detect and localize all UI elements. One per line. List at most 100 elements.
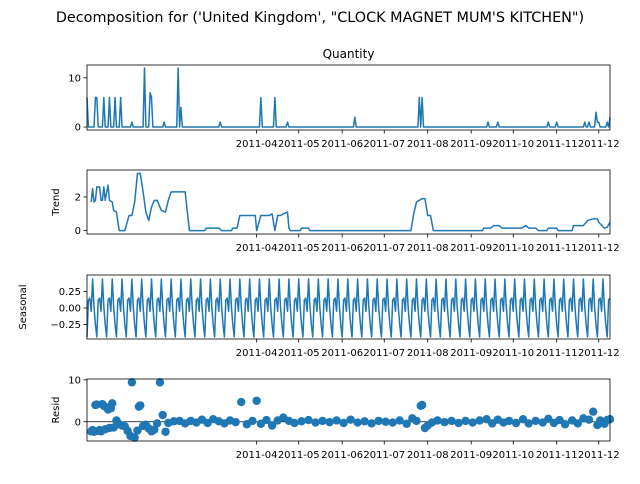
observed-panel-title: Quantity xyxy=(323,47,375,61)
resid-point xyxy=(304,415,313,425)
seasonal-x-tick-label: 2011-08 xyxy=(407,348,449,359)
trend-y-tick-label: 2 xyxy=(75,193,81,204)
trend-axes-frame xyxy=(86,169,611,235)
resid-point xyxy=(461,416,470,426)
resid-point xyxy=(511,418,521,428)
resid-point xyxy=(332,416,341,425)
trend-x-tick-label: 2011-08 xyxy=(407,243,449,254)
resid-x-tick-label: 2011-06 xyxy=(321,450,363,461)
trend-y-axis-label: Trend xyxy=(51,188,62,216)
resid-point xyxy=(468,418,477,427)
resid-point xyxy=(402,419,411,429)
observed-axes-frame xyxy=(86,64,611,131)
resid-point xyxy=(318,416,327,426)
seasonal-x-tick-label: 2011-05 xyxy=(278,348,320,359)
observed-series-line xyxy=(86,67,611,128)
resid-axes-frame xyxy=(86,378,611,442)
resid-point xyxy=(367,419,376,428)
seasonal-x-tick-label: 2011-11 xyxy=(536,348,578,359)
observed-x-tick-label: 2011-12 xyxy=(578,139,620,150)
resid-x-tick-label: 2011-05 xyxy=(278,450,320,461)
resid-point xyxy=(339,418,348,428)
resid-point xyxy=(155,378,165,387)
resid-point xyxy=(290,418,299,428)
resid-point xyxy=(237,397,246,407)
resid-point xyxy=(248,416,257,426)
resid-point xyxy=(136,401,145,410)
resid-point xyxy=(560,420,570,429)
observed-x-tick-label: 2011-05 xyxy=(278,139,320,150)
seasonal-x-tick-label: 2011-07 xyxy=(363,348,405,359)
resid-point xyxy=(346,415,355,424)
resid-point xyxy=(150,425,159,434)
trend-x-tick-label: 2011-12 xyxy=(578,243,620,254)
seasonal-axes-frame xyxy=(86,274,611,340)
seasonal-series-line xyxy=(86,278,611,338)
resid-x-tick-label: 2011-09 xyxy=(450,450,492,461)
resid-point xyxy=(584,415,594,424)
trend-x-tick-label: 2011-06 xyxy=(321,243,363,254)
observed-y-tick-label: 10 xyxy=(68,73,81,84)
resid-point xyxy=(381,417,390,426)
resid-point xyxy=(158,410,167,420)
resid-x-tick-label: 2011-11 xyxy=(536,450,578,461)
trend-x-tick-label: 2011-09 xyxy=(450,243,492,254)
resid-point xyxy=(504,416,514,426)
resid-x-tick-label: 2011-07 xyxy=(363,450,405,461)
trend-x-tick-label: 2011-11 xyxy=(536,243,578,254)
seasonal-y-axis-label: Seasonal xyxy=(18,284,29,329)
resid-point xyxy=(297,417,306,426)
trend-series-line xyxy=(90,172,611,232)
resid-point xyxy=(262,415,271,425)
resid-point xyxy=(417,400,427,410)
resid-point xyxy=(311,418,320,427)
observed-x-tick-label: 2011-11 xyxy=(536,139,578,150)
observed-x-tick-label: 2011-06 xyxy=(321,139,363,150)
resid-point xyxy=(440,417,449,427)
resid-y-tick-label: 10 xyxy=(68,375,81,386)
resid-point xyxy=(152,419,162,428)
seasonal-y-tick-label: −0.25 xyxy=(50,320,81,331)
resid-point xyxy=(325,417,334,427)
resid-point xyxy=(127,378,137,387)
trend-x-tick-label: 2011-05 xyxy=(278,243,320,254)
resid-point xyxy=(252,396,261,405)
resid-point xyxy=(588,407,598,416)
resid-point xyxy=(447,416,456,426)
seasonal-x-tick-label: 2011-10 xyxy=(492,348,534,359)
chart-title: Decomposition for ('United Kingdom', "CL… xyxy=(56,10,584,26)
resid-x-tick-label: 2011-04 xyxy=(236,450,278,461)
seasonal-y-tick-label: 0.00 xyxy=(59,304,81,315)
trend-y-tick-label: 0 xyxy=(75,226,81,237)
seasonal-x-tick-label: 2011-09 xyxy=(450,348,492,359)
resid-x-tick-label: 2011-12 xyxy=(578,450,620,461)
trend-x-tick-label: 2011-04 xyxy=(236,243,278,254)
seasonal-x-tick-label: 2011-04 xyxy=(236,348,278,359)
resid-point xyxy=(231,417,240,427)
seasonal-x-tick-label: 2011-06 xyxy=(321,348,363,359)
resid-y-tick-label: 0 xyxy=(75,417,81,428)
seasonal-x-tick-label: 2011-12 xyxy=(578,348,620,359)
observed-x-tick-label: 2011-09 xyxy=(450,139,492,150)
resid-point xyxy=(454,418,463,428)
resid-point xyxy=(573,419,582,428)
resid-point xyxy=(524,419,533,428)
observed-x-tick-label: 2011-04 xyxy=(236,139,278,150)
resid-point xyxy=(412,416,421,426)
resid-point xyxy=(531,416,540,426)
resid-point xyxy=(395,416,404,425)
resid-point xyxy=(161,427,170,436)
resid-point xyxy=(353,418,362,427)
resid-x-tick-label: 2011-10 xyxy=(492,450,534,461)
trend-x-tick-label: 2011-07 xyxy=(363,243,405,254)
resid-point xyxy=(388,418,397,427)
resid-x-tick-label: 2011-08 xyxy=(407,450,449,461)
resid-point xyxy=(360,417,369,426)
trend-x-tick-label: 2011-10 xyxy=(492,243,534,254)
resid-point xyxy=(130,433,139,442)
